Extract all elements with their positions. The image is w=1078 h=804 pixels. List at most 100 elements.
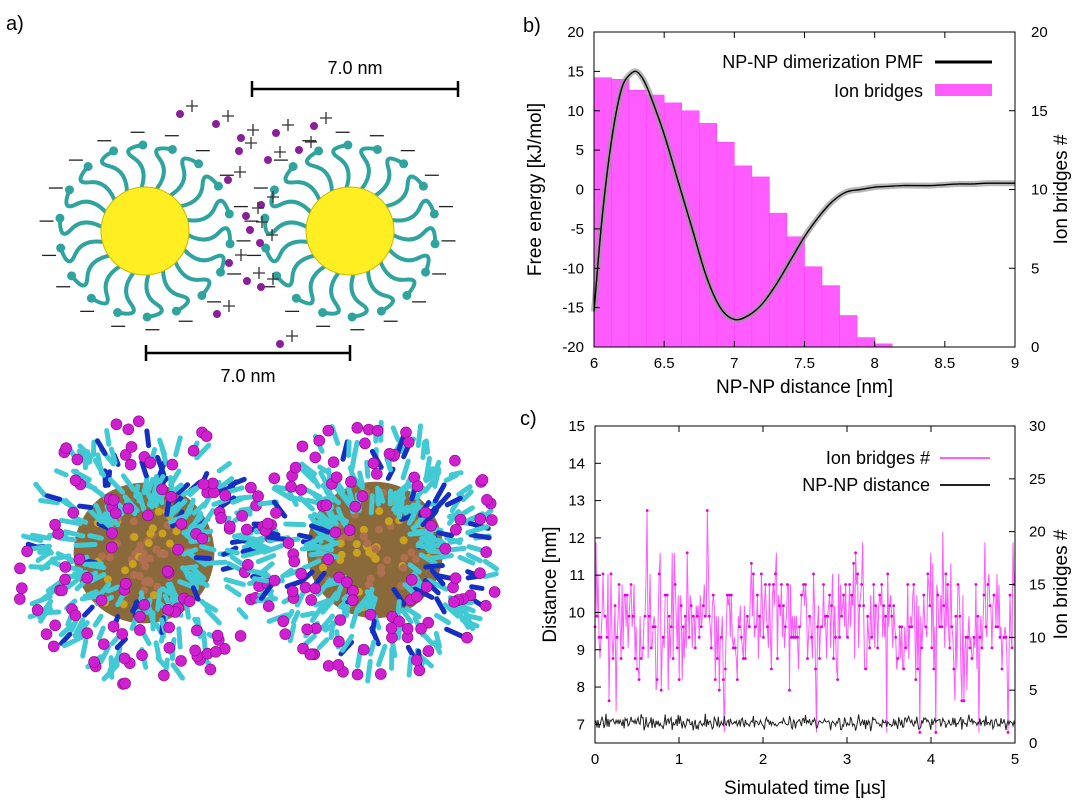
ion-bridges-point: [633, 657, 637, 660]
plus-sign-icon: [286, 330, 298, 342]
ligand-bead: [364, 459, 371, 479]
legend-label: NP-NP dimerization PMF: [722, 52, 923, 72]
y2-tick-label: 15: [1031, 103, 1048, 120]
core-atom: [137, 554, 146, 563]
ion-bridges-point: [1006, 731, 1010, 734]
charged-bead: [60, 442, 72, 454]
charged-bead: [158, 669, 170, 682]
ion-bridges-point: [737, 625, 741, 629]
ion-bridges-point: [605, 635, 609, 639]
core-atom: [165, 539, 174, 548]
ion-bridges-point: [912, 583, 916, 586]
ion-bridges-point: [689, 604, 693, 608]
charged-bead: [400, 426, 412, 439]
ligand-bead: [33, 481, 48, 498]
plus-sign-icon: [223, 300, 235, 312]
ion-bridges-point: [607, 699, 611, 703]
ligand-bead: [75, 620, 90, 637]
ion-bridges-point: [613, 604, 617, 608]
ligand-bead: [190, 585, 201, 602]
ligand-bead: [294, 588, 307, 608]
charged-bead: [357, 643, 370, 656]
charged-bead: [401, 622, 414, 635]
ligand-chain: [262, 216, 309, 236]
ion-bridges-point: [699, 625, 703, 629]
ligand-bead: [457, 554, 476, 566]
charged-bead: [14, 593, 26, 605]
y-tick-label: 10: [568, 604, 585, 621]
ion-bridges-point: [659, 688, 663, 692]
charged-bead: [480, 600, 492, 612]
ligand-head-icon: [56, 243, 66, 253]
ligand-bead: [224, 584, 242, 598]
ligand-head-icon: [429, 209, 439, 219]
core-atom: [365, 548, 374, 557]
ligand-head-icon: [430, 239, 440, 249]
ion-bridges-point: [846, 635, 850, 639]
charged-bead: [236, 510, 248, 522]
charged-bead: [285, 480, 297, 493]
ligand-bead: [301, 558, 322, 571]
charged-bead: [138, 599, 151, 611]
charged-bead: [383, 448, 396, 460]
charged-bead: [134, 624, 146, 636]
ion-bridges-point: [609, 572, 613, 576]
charged-bead: [125, 441, 138, 453]
ligand-bead: [357, 470, 365, 488]
ion-bridges-point: [705, 509, 709, 512]
y2-axis-label: Ion bridges #: [1051, 529, 1072, 639]
charged-bead: [333, 635, 345, 648]
plus-sign-icon: [267, 191, 279, 203]
charged-bead: [165, 491, 178, 503]
core-atom: [130, 570, 139, 579]
ion-bridges-point: [876, 646, 880, 650]
ligand-bead: [418, 552, 438, 566]
ligand-chain: [269, 187, 313, 214]
core-atom: [366, 574, 375, 583]
ion-bridges-point: [874, 604, 878, 608]
x-tick-label: 6.5: [654, 355, 675, 372]
y-tick-label: -5: [571, 221, 584, 238]
ligand-bead: [315, 577, 333, 597]
ligand-head-icon: [109, 146, 119, 156]
ligand-bead: [337, 490, 354, 510]
ligand-bead: [182, 564, 199, 571]
ion-bridges-point: [786, 583, 789, 586]
ligand-bead: [351, 439, 360, 461]
ligand-bead: [170, 662, 185, 681]
charged-bead: [385, 622, 398, 634]
ligand-bead: [139, 459, 149, 479]
y2-tick-label: 5: [1029, 682, 1037, 699]
charged-bead: [322, 660, 335, 672]
ligand-bead: [92, 457, 107, 478]
ion-bridges-point: [976, 614, 980, 618]
ligand-bead: [104, 428, 112, 447]
charged-bead: [197, 478, 210, 490]
charged-bead: [296, 440, 309, 453]
ligand-bead: [87, 533, 104, 541]
ion-bridges-point: [665, 593, 669, 597]
ion-bridge-bar: [699, 123, 718, 348]
plus-sign-icon: [222, 110, 234, 122]
ligand-bead: [184, 571, 204, 586]
charged-bead: [367, 457, 380, 470]
ligand-bead: [376, 643, 388, 668]
charged-bead: [351, 668, 364, 681]
ligand-bead: [308, 550, 326, 558]
ligand-bead: [436, 530, 454, 539]
ion-bridges-point: [928, 604, 932, 608]
ligand-bead: [317, 511, 335, 527]
core-atom: [377, 568, 386, 577]
core-atom: [411, 555, 420, 564]
ligand-bead: [420, 538, 436, 548]
core-atom: [359, 532, 368, 541]
ligand-bead: [155, 454, 167, 478]
charged-bead: [343, 524, 356, 536]
ion-bridges-point: [926, 572, 930, 576]
charged-bead: [105, 541, 118, 554]
charged-bead: [488, 586, 501, 598]
ligand-bead: [82, 604, 95, 618]
ion-bridges-point: [725, 593, 729, 597]
charged-bead: [175, 517, 188, 530]
ligand-bead: [396, 499, 405, 520]
